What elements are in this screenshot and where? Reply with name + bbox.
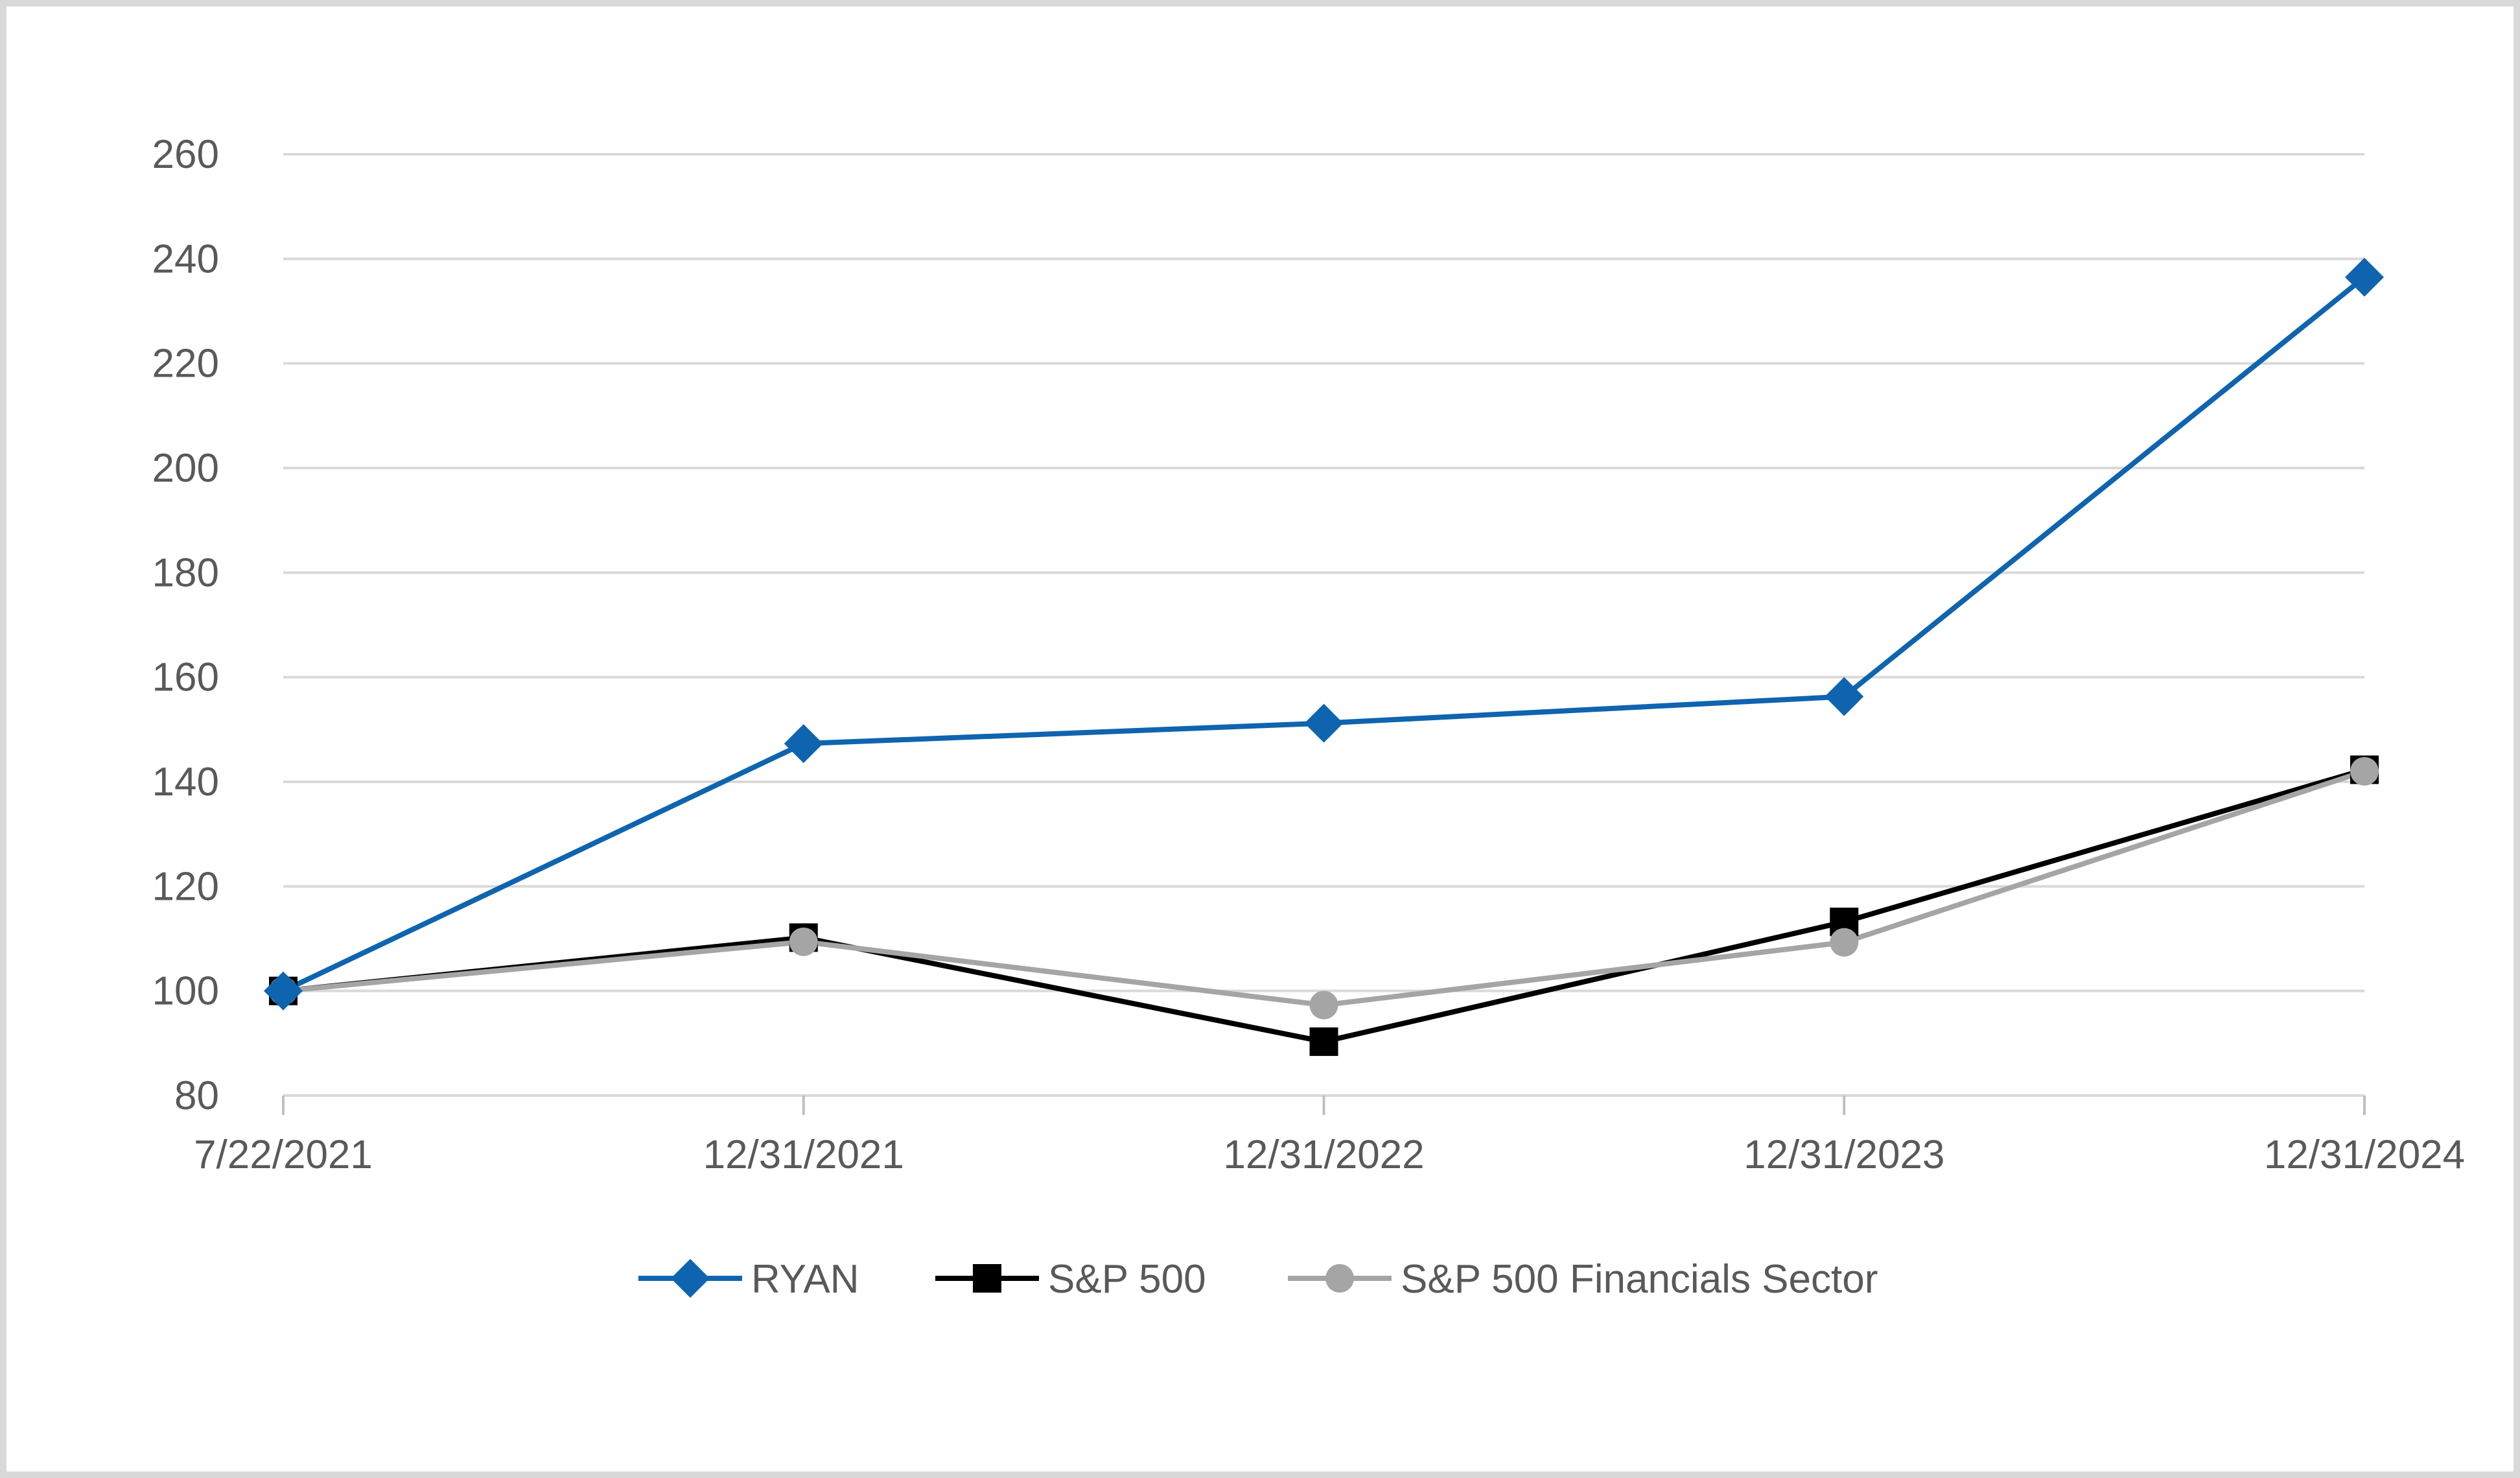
x-tick-label: 12/31/2023 [1744,1132,1944,1177]
y-tick-label: 120 [152,864,219,909]
legend-marker [1325,1264,1354,1293]
legend-label: S&P 500 Financials Sector [1401,1257,1878,1302]
y-tick-label: 140 [152,760,219,804]
data-point [1304,703,1344,743]
y-tick-label: 160 [152,655,219,700]
y-tick-label: 180 [152,550,219,595]
y-tick-label: 220 [152,342,219,386]
data-point [264,971,303,1011]
x-tick-label: 12/31/2021 [703,1132,904,1177]
y-tick-label: 100 [152,969,219,1014]
x-tick-label: 7/22/2021 [194,1132,373,1177]
data-point [1825,677,1864,716]
legend: RYAN S&P 500 S&P 500 Financials Sector [638,1257,1878,1302]
legend-marker [671,1259,710,1298]
data-point [1309,1027,1338,1056]
data-point [1309,991,1338,1020]
x-tick-label: 12/31/2024 [2264,1132,2465,1177]
y-tick-label: 80 [174,1073,219,1118]
series-group [264,257,2384,1056]
y-axis-ticks: 80 100 120 140 160 180 200 220 240 260 [152,132,219,1118]
data-point [1830,928,1859,957]
legend-label: RYAN [751,1257,859,1302]
y-tick-label: 240 [152,237,219,281]
x-axis: 7/22/2021 12/31/2021 12/31/2022 12/31/2023 1… [194,1094,2465,1177]
data-point [2345,257,2384,297]
series-line [282,275,2366,994]
data-point [789,927,818,956]
gridlines [283,153,2364,992]
legend-label: S&P 500 [1048,1257,1206,1302]
x-tick-label: 12/31/2022 [1223,1132,1424,1177]
y-tick-label: 200 [152,446,219,491]
y-tick-label: 260 [152,132,219,177]
legend-marker [973,1264,1001,1293]
series-line [283,769,2366,1008]
data-point [784,724,823,764]
data-point [2350,757,2379,786]
